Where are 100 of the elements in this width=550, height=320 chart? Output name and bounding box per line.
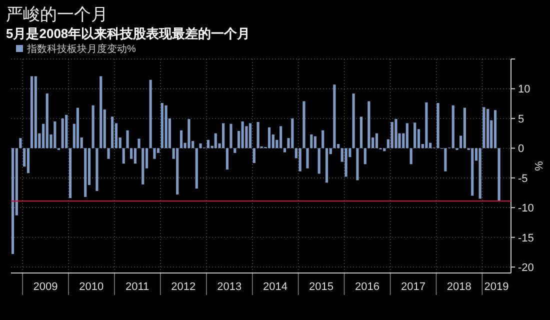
bar (310, 134, 313, 148)
bar (390, 122, 394, 148)
bar (444, 148, 447, 172)
bar (314, 136, 316, 148)
x-tick-label: 2017 (400, 281, 426, 293)
bar (226, 148, 229, 170)
bar (26, 148, 30, 174)
bar (280, 126, 282, 148)
bar (46, 93, 48, 148)
bar (302, 101, 306, 148)
bar (318, 148, 320, 174)
bar (375, 133, 378, 148)
x-tick-label: 2016 (355, 281, 380, 293)
bar (214, 133, 217, 148)
y-tick-label: 0 (518, 143, 524, 156)
y-tick-label: 5 (518, 113, 524, 126)
bar (96, 148, 98, 191)
bar (76, 108, 79, 148)
bar (180, 130, 183, 148)
y-axis-title: % (532, 161, 544, 172)
x-tick-label: 2011 (126, 281, 150, 293)
bar (126, 130, 129, 148)
bar (452, 105, 454, 148)
bar (142, 148, 144, 184)
bar (306, 148, 309, 168)
bar (356, 148, 359, 180)
bar (230, 124, 232, 148)
bar (498, 148, 500, 200)
bar (153, 148, 156, 159)
bar (352, 93, 355, 148)
y-tick-label: -20 (518, 262, 534, 274)
bar (482, 107, 486, 148)
x-tick-label: 2018 (446, 281, 472, 293)
bar (30, 76, 34, 148)
bar (61, 118, 64, 148)
bar (494, 110, 497, 148)
y-tick-label: 10 (518, 84, 530, 96)
bar (111, 116, 114, 148)
x-tick-label: 2009 (33, 281, 58, 293)
bar (248, 123, 252, 148)
bar (268, 127, 271, 148)
x-tick-label: 2013 (217, 281, 242, 293)
legend: 指数科技板块月度变动% (16, 44, 136, 55)
x-tick-label: 2019 (484, 281, 509, 293)
x-tick-label: 2015 (308, 281, 334, 293)
bar (134, 148, 137, 164)
bar (54, 121, 56, 148)
bar (364, 148, 366, 164)
bar (436, 102, 440, 148)
bar (291, 118, 294, 148)
bar (414, 122, 416, 148)
bar (463, 108, 466, 148)
bar (252, 148, 256, 164)
bar (65, 114, 68, 148)
chart-subtitle: 5月是2008年以来科技股表现最差的一个月 (6, 26, 250, 41)
bar (298, 148, 302, 172)
bar (11, 148, 14, 254)
bar (322, 130, 324, 148)
bar (122, 148, 125, 164)
bar (199, 143, 202, 148)
x-tick-label: 2010 (79, 281, 104, 293)
bar (234, 148, 236, 153)
bar (486, 108, 490, 148)
bar (100, 76, 102, 148)
x-tick-label: 2014 (263, 281, 288, 293)
y-tick-label: -15 (518, 232, 534, 244)
bar (394, 119, 398, 148)
bar (256, 122, 260, 148)
bar (344, 148, 348, 177)
bar (478, 148, 482, 199)
bar (149, 80, 152, 148)
bar (84, 148, 87, 197)
bar (368, 101, 370, 148)
bar (176, 148, 179, 195)
bar (425, 102, 428, 148)
bar (410, 148, 412, 164)
bar (241, 121, 244, 148)
bar (406, 123, 408, 148)
bar (206, 140, 210, 148)
bar (107, 148, 110, 159)
bar (160, 102, 164, 148)
bar (325, 148, 328, 183)
bar (333, 84, 336, 148)
legend-label: 指数科技板块月度变动% (26, 43, 136, 55)
bar (138, 138, 140, 148)
bar (283, 148, 286, 152)
y-tick-label: -10 (518, 202, 534, 215)
bar (383, 148, 386, 152)
y-tick-label: -5 (518, 172, 528, 185)
x-tick-label: 2012 (171, 281, 196, 293)
bar (195, 148, 198, 189)
bar (68, 148, 72, 198)
bar (19, 138, 22, 148)
bar (188, 119, 190, 148)
bar (92, 105, 94, 148)
chart-title: 严峻的一个月 (6, 5, 108, 24)
bar (222, 123, 225, 148)
bar (360, 116, 363, 148)
bar (164, 105, 168, 148)
bar (471, 148, 474, 196)
